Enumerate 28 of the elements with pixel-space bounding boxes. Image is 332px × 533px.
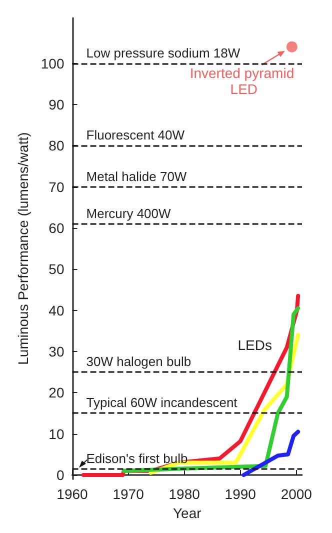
annotation: Inverted pyramid LED [190,64,298,97]
x-tick-label: 1960 [56,486,88,502]
x-tick-label: 1980 [168,486,200,502]
ref-line-label: Fluorescent 40W [86,128,186,143]
y-tick-label: 0 [56,466,64,483]
y-tick-label: 80 [48,138,64,154]
ref-line-label: Typical 60W incandescent [86,395,238,410]
y-tick-label: 90 [48,96,64,112]
ref-line-label: Low pressure sodium 18W [86,45,241,60]
ref-line-label: Edison's first bulb [86,450,188,466]
y-tick-label: 20 [48,384,64,401]
y-tick-label: 30 [48,343,64,360]
y-axis-title: Luminous Performance (lumens/watt) [15,132,31,365]
line-series [242,430,300,477]
y-tick-label: 70 [48,178,64,195]
x-tick-label: 1990 [224,486,256,502]
ref-line-label: Mercury 400W [86,206,172,221]
y-tick-label: 10 [48,426,64,442]
x-tick-label: 2000 [280,486,312,502]
y-tick-label: 60 [48,220,64,236]
ref-line-label: Metal halide 70W [86,168,188,184]
x-tick-label: 1970 [112,486,144,502]
y-tick-label: 40 [48,302,64,318]
ref-line-label: 30W halogen bulb [86,354,192,370]
x-axis-title: Year [172,505,202,521]
y-tick-label: 50 [48,261,64,278]
annotation: LEDs [238,337,272,353]
y-tick-label: 100 [40,55,64,72]
